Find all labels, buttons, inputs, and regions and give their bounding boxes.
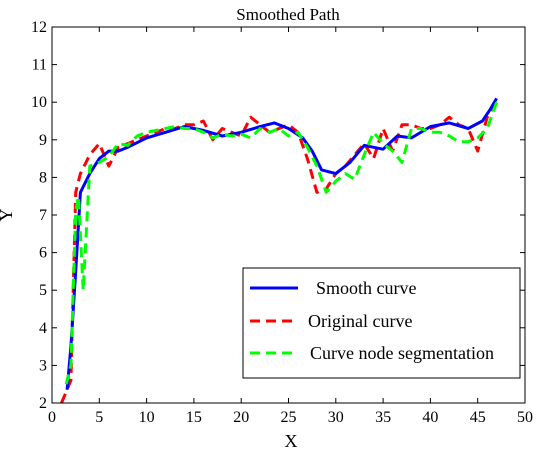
- legend-label-curve-node-segmentation: Curve node segmentation: [310, 343, 494, 363]
- series-layer: [60, 97, 499, 404]
- y-tick-label: 9: [39, 132, 47, 149]
- y-tick-label: 11: [32, 57, 47, 74]
- series-line-smooth-curve: [65, 97, 498, 390]
- chart-title: Smoothed Path: [236, 5, 340, 24]
- y-tick-label: 7: [39, 207, 47, 224]
- x-tick-label: 25: [281, 409, 297, 426]
- x-tick-label: 10: [139, 409, 155, 426]
- y-axis-label: Y: [0, 209, 16, 222]
- series-line-curve-node-segmentation: [64, 101, 499, 385]
- x-tick-label: 35: [375, 409, 391, 426]
- legend-label-smooth-curve: Smooth curve: [316, 278, 417, 298]
- x-axis-label: X: [285, 431, 298, 451]
- legend: Smooth curve Original curve Curve node seg…: [242, 267, 521, 379]
- x-tick-label: 50: [517, 409, 533, 426]
- y-tick-label: 5: [39, 282, 47, 299]
- legend-box: [242, 267, 521, 379]
- x-tick-label: 45: [470, 409, 486, 426]
- legend-label-original-curve: Original curve: [308, 311, 412, 331]
- y-tick-label: 6: [39, 245, 47, 262]
- y-tick-label: 12: [31, 19, 47, 36]
- x-tick-label: 40: [422, 409, 438, 426]
- y-tick-label: 8: [39, 169, 47, 186]
- x-tick-label: 5: [95, 409, 103, 426]
- x-tick-label: 20: [233, 409, 249, 426]
- x-tick-label: 0: [48, 409, 56, 426]
- y-tick-label: 4: [39, 320, 47, 337]
- x-tick-label: 15: [186, 409, 202, 426]
- y-tick-label: 3: [39, 357, 47, 374]
- y-tick-label: 2: [39, 395, 47, 412]
- x-tick-label: 30: [328, 409, 344, 426]
- y-tick-label: 10: [31, 94, 47, 111]
